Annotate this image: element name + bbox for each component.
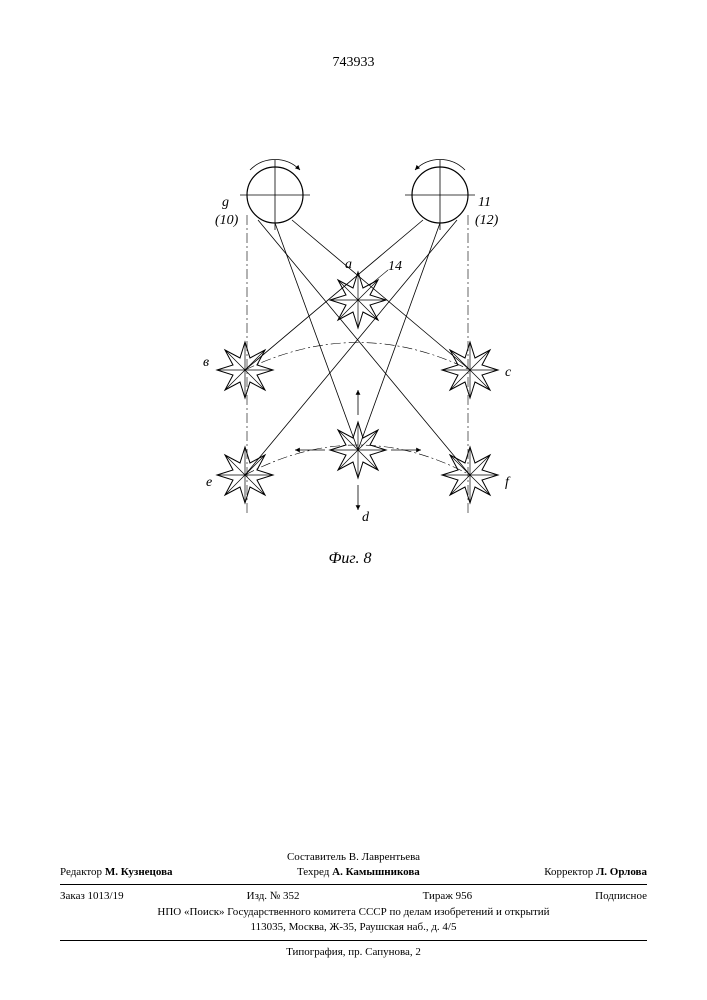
- subscription: Подписное: [595, 889, 647, 904]
- figure-8: g (10) 11 (12) a 14 в с d е f Фиг. 8: [130, 155, 570, 575]
- techred: Техред А. Камышникова: [297, 865, 420, 880]
- order-row: Заказ 1013/19 Изд. № 352 Тираж 956 Подпи…: [60, 889, 647, 904]
- footer: Составитель В. Лаврентьева Редактор М. К…: [60, 850, 647, 960]
- credits-row: Редактор М. Кузнецова Техред А. Камышник…: [60, 865, 647, 880]
- figure-caption: Фиг. 8: [130, 550, 570, 568]
- diagram-svg: [130, 155, 570, 575]
- label-b: в: [203, 355, 209, 371]
- label-f: f: [505, 475, 509, 491]
- order: Заказ 1013/19: [60, 889, 124, 904]
- editor: Редактор М. Кузнецова: [60, 865, 173, 880]
- label-e: е: [206, 475, 212, 491]
- typography: Типография, пр. Сапунова, 2: [60, 945, 647, 960]
- label-a: a: [345, 257, 352, 273]
- org-line2: 113035, Москва, Ж-35, Раушская наб., д. …: [60, 920, 647, 935]
- label-d: d: [362, 510, 369, 526]
- label-g: g: [222, 195, 229, 211]
- compiler-line: Составитель В. Лаврентьева: [60, 850, 647, 865]
- label-14: 14: [388, 259, 402, 275]
- corrector: Корректор Л. Орлова: [544, 865, 647, 880]
- label-11-sub: (12): [475, 213, 498, 229]
- page-number: 743933: [0, 0, 707, 71]
- tirazh: Тираж 956: [423, 889, 473, 904]
- label-g-sub: (10): [215, 213, 238, 229]
- org-line1: НПО «Поиск» Государственного комитета СС…: [60, 905, 647, 920]
- izd: Изд. № 352: [247, 889, 300, 904]
- label-11: 11: [478, 195, 491, 211]
- label-c: с: [505, 365, 511, 381]
